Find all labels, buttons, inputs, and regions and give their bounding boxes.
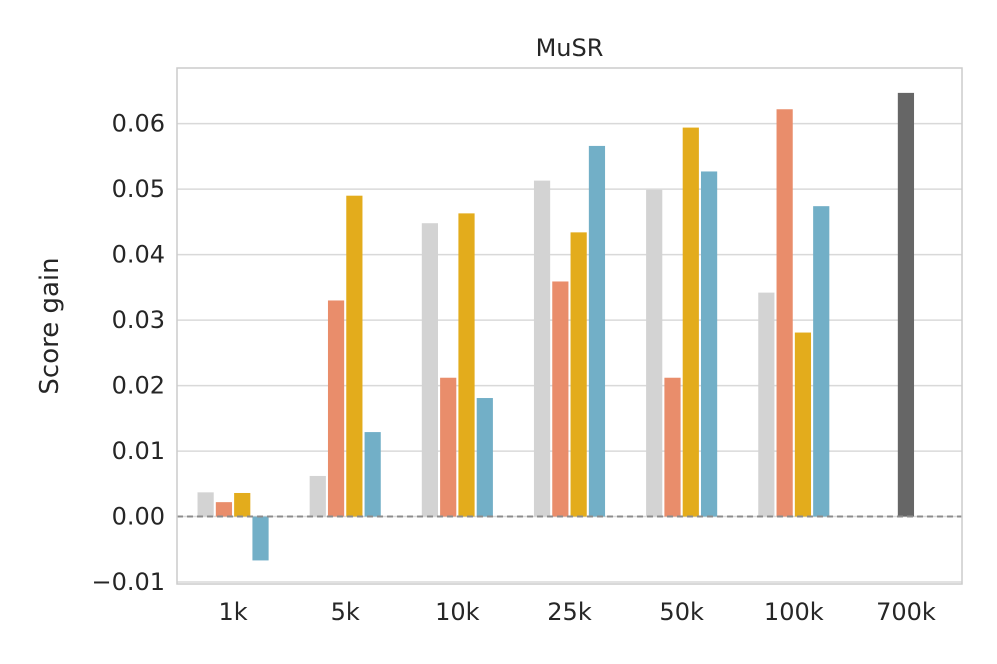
y-tick-label: 0.05 xyxy=(112,175,165,203)
bar xyxy=(421,223,439,517)
bar xyxy=(458,213,475,517)
x-tick-label: 700k xyxy=(876,598,936,626)
bar xyxy=(309,475,326,517)
bar xyxy=(197,492,214,517)
y-tick-labels: −0.01 0.00 0.01 0.02 0.03 0.04 0.05 0.06 xyxy=(91,110,165,596)
bar xyxy=(364,432,381,517)
bar xyxy=(700,171,718,517)
chart-title: MuSR xyxy=(536,34,604,62)
y-axis-label: Score gain xyxy=(35,257,65,394)
y-tick-label: 0.06 xyxy=(112,110,165,138)
bar xyxy=(234,492,251,517)
bar xyxy=(813,206,830,517)
bar xyxy=(646,189,663,517)
y-tick-label: 0.01 xyxy=(112,437,165,465)
bar xyxy=(776,109,793,517)
bar xyxy=(897,92,915,517)
y-tick-label: 0.04 xyxy=(112,241,165,269)
bar xyxy=(215,502,233,517)
x-tick-label: 50k xyxy=(659,598,704,626)
x-tick-label: 5k xyxy=(331,598,360,626)
bar xyxy=(794,332,812,517)
x-tick-labels: 1k 5k 10k 25k 50k 100k 700k xyxy=(218,598,935,626)
bar xyxy=(758,292,775,517)
bar xyxy=(552,281,569,517)
y-tick-label: 0.02 xyxy=(112,372,165,400)
bar xyxy=(570,232,587,517)
bar xyxy=(252,516,269,561)
bar xyxy=(682,127,699,517)
bar xyxy=(440,377,457,517)
y-tick-label: 0.00 xyxy=(112,503,165,531)
bar xyxy=(533,180,551,517)
plot-frame xyxy=(176,67,963,585)
y-tick-label: 0.03 xyxy=(112,306,165,334)
bar xyxy=(476,398,493,517)
bars xyxy=(197,92,915,561)
x-tick-label: 100k xyxy=(764,598,824,626)
x-tick-label: 25k xyxy=(547,598,592,626)
bar xyxy=(346,195,363,517)
grid-lines xyxy=(177,122,962,583)
x-tick-label: 10k xyxy=(435,598,480,626)
bar xyxy=(327,300,345,517)
bar xyxy=(588,145,606,517)
bar xyxy=(664,377,681,517)
x-tick-label: 1k xyxy=(218,598,247,626)
y-tick-label: −0.01 xyxy=(91,568,165,596)
